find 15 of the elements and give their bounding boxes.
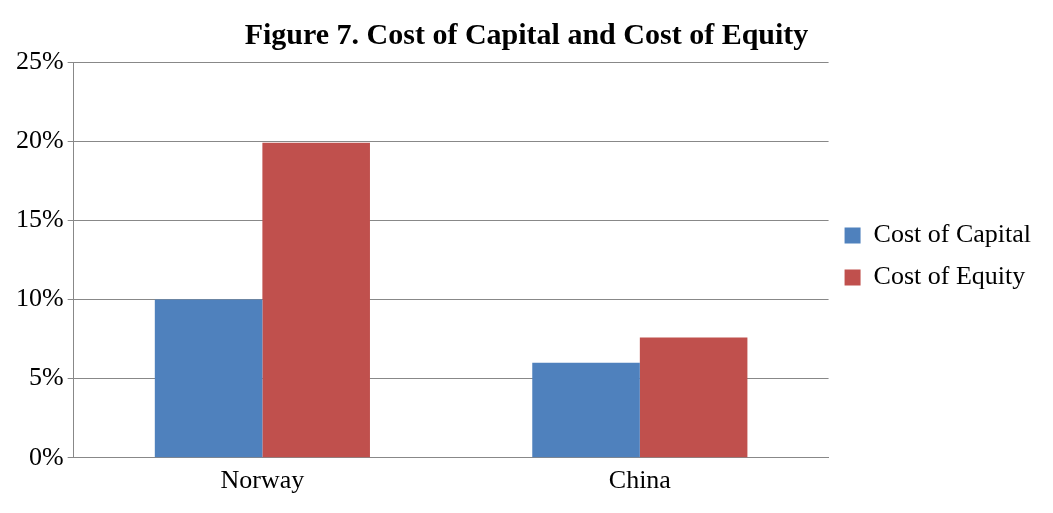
y-tick-label: 5% [28, 362, 64, 392]
bar [262, 142, 370, 458]
bar [639, 337, 748, 458]
legend-label: Cost of Capital [873, 219, 1031, 249]
bar [154, 299, 263, 458]
chart-title: Figure 7. Cost of Capital and Cost of Equity [244, 16, 809, 50]
y-tick-label: 10% [15, 283, 64, 313]
legend-label: Cost of Equity [873, 261, 1026, 291]
x-tick-label: Norway [220, 465, 305, 495]
y-tick-label: 0% [28, 441, 64, 471]
y-tick-label: 20% [15, 124, 64, 154]
bar [532, 362, 640, 458]
y-tick-label: 15% [15, 204, 64, 234]
x-tick-label: China [608, 465, 672, 495]
y-tick-label: 25% [15, 45, 64, 75]
